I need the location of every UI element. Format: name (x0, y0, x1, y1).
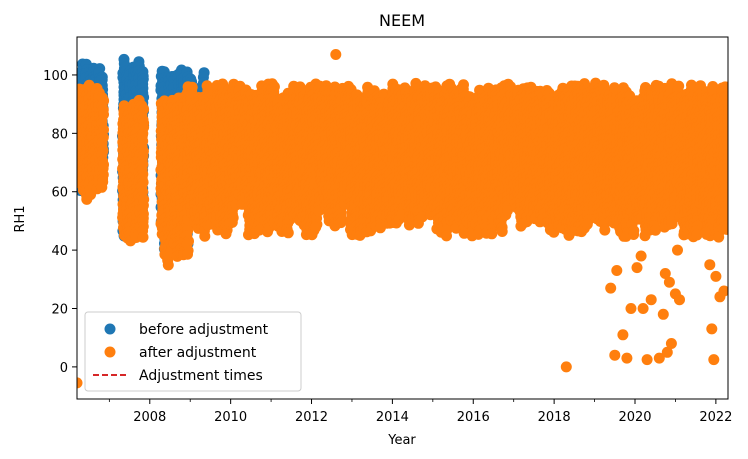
data-point (96, 181, 108, 193)
plot-data (77, 49, 728, 389)
data-point (441, 230, 452, 242)
data-point (137, 231, 149, 243)
data-point (335, 217, 347, 229)
series-after-adjustment (77, 49, 728, 389)
data-point (262, 226, 273, 238)
data-point (226, 216, 238, 228)
data-point (282, 227, 294, 239)
data-point (220, 228, 232, 240)
data-point (496, 226, 508, 237)
data-point (199, 230, 211, 242)
data-point (162, 259, 174, 271)
plot-clipped-area (77, 49, 728, 389)
data-point (310, 221, 322, 233)
data-point (182, 248, 193, 260)
data-point (486, 228, 498, 240)
